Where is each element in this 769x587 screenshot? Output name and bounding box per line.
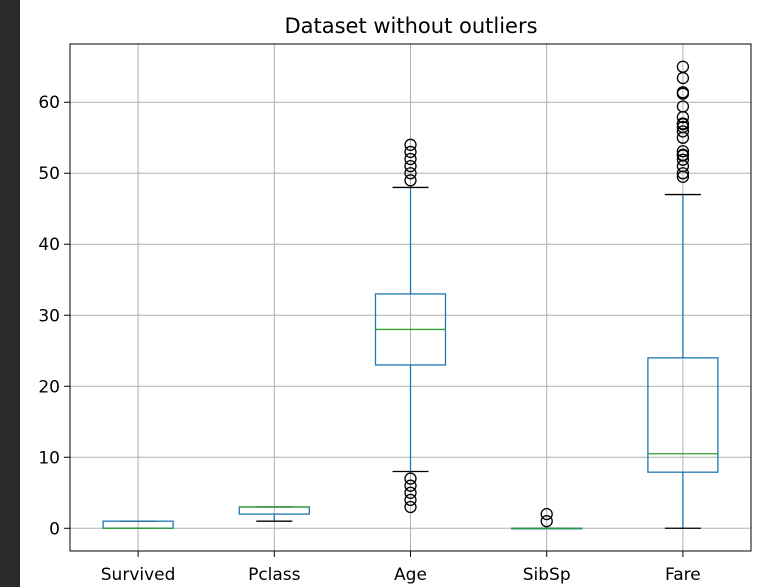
y-tick-label: 0	[49, 519, 60, 539]
x-tick-label: Pclass	[248, 565, 301, 585]
outlier-point	[404, 493, 417, 507]
chart-title: Dataset without outliers	[284, 14, 537, 38]
outlier-point	[404, 174, 417, 187]
outlier-point	[676, 120, 690, 134]
outlier-point	[676, 167, 690, 180]
y-tick-label: 20	[38, 377, 60, 397]
outlier-point	[404, 500, 417, 514]
outlier-point	[676, 100, 690, 113]
outlier-point	[404, 145, 417, 159]
y-tick-label: 50	[38, 164, 60, 184]
outlier-point	[540, 515, 553, 528]
outlier-point	[404, 167, 417, 180]
outlier-point	[540, 507, 553, 521]
outlier-point	[676, 117, 690, 130]
box-plot-chart: Dataset without outliers 0 10 20 30 40 50 60 Su…	[38, 14, 752, 585]
outlier-point	[404, 479, 417, 492]
outlier-point	[676, 148, 690, 161]
outlier-point	[676, 145, 690, 158]
y-tick-label: 40	[38, 235, 60, 255]
outlier-point	[676, 153, 690, 166]
y-tick-label: 10	[38, 448, 60, 468]
box-fare	[647, 357, 719, 473]
x-tick-label: Fare	[665, 565, 701, 585]
outlier-point	[404, 138, 417, 151]
outlier-point	[676, 125, 690, 138]
chart-frame: Dataset without outliers 0 10 20 30 40 50 60 Su…	[20, 0, 769, 587]
x-tick-label: SibSp	[523, 565, 571, 585]
outlier-point	[404, 486, 417, 499]
outlier-point	[676, 86, 690, 99]
y-tick-label: 60	[38, 93, 60, 113]
x-tick-label: Survived	[101, 565, 176, 585]
outlier-point	[404, 472, 417, 485]
outlier-point	[404, 152, 417, 166]
x-tick-label: Age	[394, 565, 427, 585]
y-tick-label: 30	[38, 306, 60, 326]
outlier-point	[676, 60, 690, 73]
outlier-point	[404, 159, 417, 173]
